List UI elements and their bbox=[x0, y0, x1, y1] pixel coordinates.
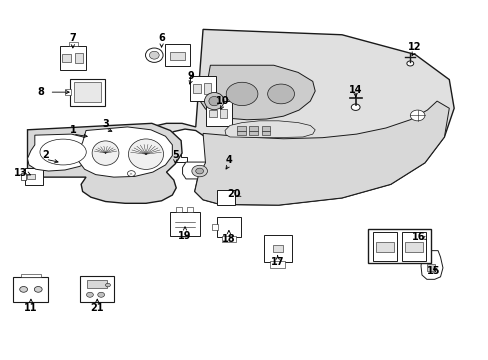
Bar bbox=[404, 242, 423, 252]
Bar bbox=[74, 82, 101, 102]
Text: 8: 8 bbox=[37, 87, 44, 97]
Ellipse shape bbox=[20, 287, 27, 292]
Text: 1: 1 bbox=[69, 125, 76, 135]
Ellipse shape bbox=[34, 287, 42, 292]
Ellipse shape bbox=[406, 61, 413, 66]
Bar bbox=[20, 173, 25, 180]
Bar bbox=[187, 207, 193, 212]
Bar bbox=[402, 232, 425, 261]
Bar bbox=[426, 264, 434, 271]
Text: 13: 13 bbox=[14, 168, 27, 178]
Circle shape bbox=[127, 171, 135, 176]
Text: 2: 2 bbox=[42, 150, 49, 160]
Polygon shape bbox=[78, 127, 172, 177]
Polygon shape bbox=[27, 134, 97, 171]
Text: 12: 12 bbox=[407, 42, 420, 52]
Text: 9: 9 bbox=[187, 71, 194, 81]
Bar bbox=[26, 174, 35, 179]
Ellipse shape bbox=[409, 110, 424, 121]
Polygon shape bbox=[420, 251, 442, 279]
Bar bbox=[60, 46, 85, 70]
Bar bbox=[216, 190, 235, 205]
Bar bbox=[170, 212, 199, 236]
Bar bbox=[209, 110, 217, 117]
Text: 5: 5 bbox=[172, 150, 178, 160]
Polygon shape bbox=[199, 65, 315, 120]
Bar bbox=[372, 232, 396, 261]
Bar bbox=[203, 83, 210, 94]
Ellipse shape bbox=[145, 48, 163, 62]
Text: 11: 11 bbox=[24, 303, 38, 314]
Bar bbox=[62, 54, 71, 62]
Polygon shape bbox=[194, 101, 448, 205]
Bar bbox=[261, 131, 270, 135]
Text: 20: 20 bbox=[226, 189, 240, 199]
Text: 16: 16 bbox=[411, 232, 425, 242]
Text: 19: 19 bbox=[178, 231, 191, 240]
Bar bbox=[80, 276, 114, 302]
Text: 17: 17 bbox=[270, 257, 284, 267]
Polygon shape bbox=[27, 123, 182, 203]
Bar bbox=[193, 84, 201, 93]
Bar bbox=[261, 126, 270, 131]
Bar bbox=[87, 280, 107, 288]
Text: 14: 14 bbox=[348, 85, 362, 95]
Bar bbox=[221, 237, 236, 242]
Ellipse shape bbox=[86, 292, 93, 297]
Polygon shape bbox=[126, 30, 453, 205]
Bar bbox=[375, 242, 393, 252]
Bar bbox=[272, 245, 282, 252]
Bar bbox=[237, 126, 245, 131]
Bar bbox=[21, 274, 41, 277]
Bar bbox=[237, 131, 245, 135]
Bar bbox=[13, 277, 48, 302]
Bar bbox=[176, 207, 182, 212]
Text: 21: 21 bbox=[90, 303, 104, 314]
Bar bbox=[249, 131, 258, 135]
Ellipse shape bbox=[149, 51, 159, 59]
Bar bbox=[169, 51, 184, 59]
Bar bbox=[164, 44, 190, 66]
Polygon shape bbox=[224, 121, 315, 138]
Text: 15: 15 bbox=[426, 266, 440, 276]
Bar bbox=[206, 102, 231, 126]
Ellipse shape bbox=[204, 93, 224, 110]
Ellipse shape bbox=[191, 165, 207, 177]
Ellipse shape bbox=[226, 82, 257, 105]
Bar bbox=[263, 235, 291, 262]
Ellipse shape bbox=[92, 141, 119, 165]
Bar bbox=[190, 76, 215, 101]
Bar bbox=[367, 229, 430, 264]
Ellipse shape bbox=[195, 168, 203, 174]
Text: 4: 4 bbox=[225, 155, 232, 165]
Bar bbox=[249, 126, 258, 131]
Text: 6: 6 bbox=[158, 33, 164, 43]
Bar bbox=[217, 217, 240, 237]
Text: 10: 10 bbox=[215, 96, 229, 106]
Ellipse shape bbox=[40, 139, 86, 165]
Ellipse shape bbox=[98, 292, 104, 297]
Polygon shape bbox=[171, 152, 187, 162]
Bar bbox=[69, 42, 78, 46]
Bar bbox=[70, 79, 104, 105]
Bar bbox=[270, 261, 285, 268]
Bar bbox=[75, 53, 82, 63]
Bar bbox=[212, 225, 218, 230]
Ellipse shape bbox=[208, 96, 219, 106]
Ellipse shape bbox=[267, 84, 294, 104]
Text: 3: 3 bbox=[102, 120, 109, 129]
Bar bbox=[24, 168, 43, 185]
Bar bbox=[64, 89, 71, 95]
Ellipse shape bbox=[128, 139, 163, 170]
Ellipse shape bbox=[350, 104, 359, 111]
Bar bbox=[220, 109, 226, 118]
Text: 18: 18 bbox=[222, 234, 235, 244]
Polygon shape bbox=[182, 162, 218, 179]
Ellipse shape bbox=[105, 283, 110, 287]
Text: 7: 7 bbox=[69, 33, 76, 43]
